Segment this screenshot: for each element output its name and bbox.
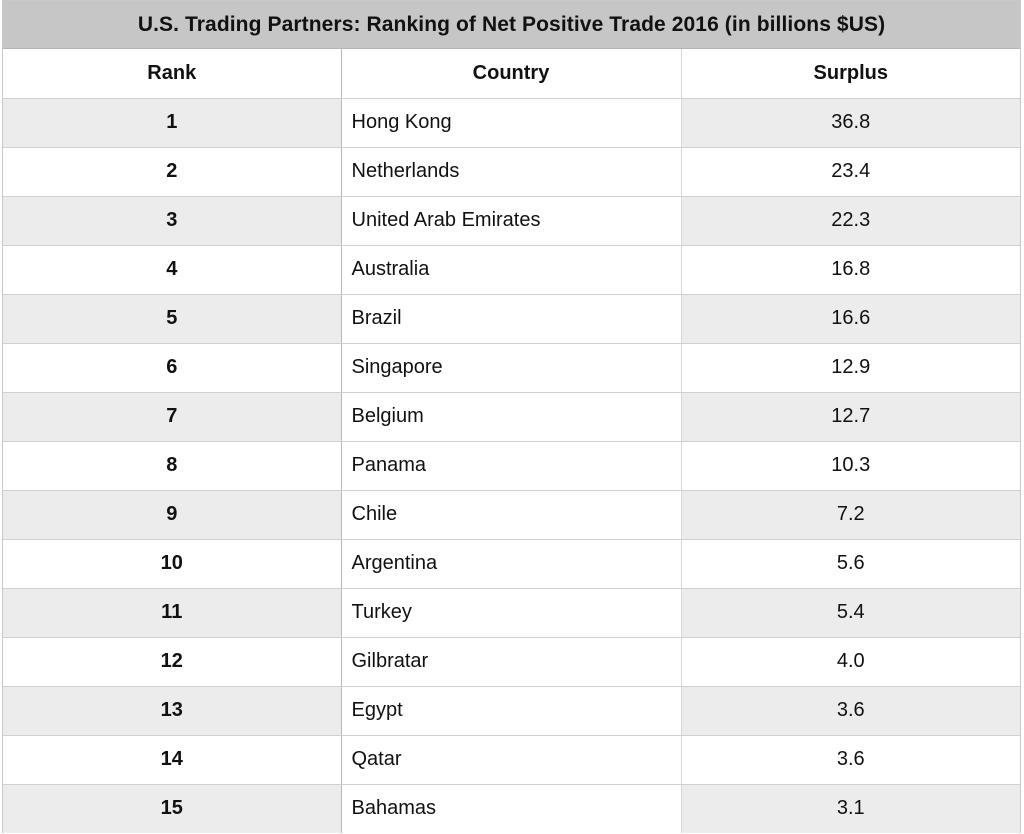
table-row: 12 Gilbratar 4.0 bbox=[3, 637, 1020, 687]
table-row: 15 Bahamas 3.1 bbox=[3, 784, 1020, 833]
table-row: 3 United Arab Emirates 22.3 bbox=[3, 196, 1020, 246]
table-row: 6 Singapore 12.9 bbox=[3, 343, 1020, 393]
rank-cell: 7 bbox=[3, 392, 341, 442]
country-cell: Belgium bbox=[340, 392, 682, 442]
table-row: 8 Panama 10.3 bbox=[3, 441, 1020, 491]
rank-cell: 4 bbox=[3, 245, 341, 295]
rank-cell: 11 bbox=[3, 588, 341, 638]
table-row: 1 Hong Kong 36.8 bbox=[3, 98, 1020, 148]
column-header-rank: Rank bbox=[3, 49, 341, 99]
surplus-cell: 5.6 bbox=[681, 539, 1020, 589]
surplus-cell: 16.6 bbox=[681, 294, 1020, 344]
rank-cell: 13 bbox=[3, 686, 341, 736]
rank-cell: 9 bbox=[3, 490, 341, 540]
table-title: U.S. Trading Partners: Ranking of Net Po… bbox=[3, 1, 1020, 49]
rank-cell: 10 bbox=[3, 539, 341, 589]
header-row: Rank Country Surplus bbox=[3, 49, 1020, 99]
table-header: Rank Country Surplus bbox=[3, 49, 1020, 99]
rank-cell: 12 bbox=[3, 637, 341, 687]
table-row: 4 Australia 16.8 bbox=[3, 245, 1020, 295]
country-cell: Chile bbox=[340, 490, 682, 540]
country-cell: Argentina bbox=[340, 539, 682, 589]
country-cell: United Arab Emirates bbox=[340, 196, 682, 246]
data-table: Rank Country Surplus 1 Hong Kong 36.8 2 Neth… bbox=[3, 49, 1020, 833]
surplus-cell: 7.2 bbox=[681, 490, 1020, 540]
surplus-cell: 16.8 bbox=[681, 245, 1020, 295]
country-cell: Singapore bbox=[340, 343, 682, 393]
surplus-cell: 10.3 bbox=[681, 441, 1020, 491]
rank-cell: 14 bbox=[3, 735, 341, 785]
table-row: 14 Qatar 3.6 bbox=[3, 735, 1020, 785]
country-cell: Qatar bbox=[340, 735, 682, 785]
table-row: 7 Belgium 12.7 bbox=[3, 392, 1020, 442]
surplus-cell: 12.7 bbox=[681, 392, 1020, 442]
surplus-cell: 3.6 bbox=[681, 686, 1020, 736]
rank-cell: 2 bbox=[3, 147, 341, 197]
table-body: 1 Hong Kong 36.8 2 Netherlands 23.4 3 United Ar… bbox=[3, 98, 1020, 833]
table-row: 5 Brazil 16.6 bbox=[3, 294, 1020, 344]
country-cell: Netherlands bbox=[340, 147, 682, 197]
rank-cell: 6 bbox=[3, 343, 341, 393]
rank-cell: 1 bbox=[3, 98, 341, 148]
rank-cell: 3 bbox=[3, 196, 341, 246]
surplus-cell: 3.1 bbox=[681, 784, 1020, 833]
table-row: 10 Argentina 5.6 bbox=[3, 539, 1020, 589]
country-cell: Brazil bbox=[340, 294, 682, 344]
rank-cell: 15 bbox=[3, 784, 341, 833]
surplus-cell: 3.6 bbox=[681, 735, 1020, 785]
surplus-cell: 22.3 bbox=[681, 196, 1020, 246]
surplus-cell: 23.4 bbox=[681, 147, 1020, 197]
country-cell: Australia bbox=[340, 245, 682, 295]
country-cell: Panama bbox=[340, 441, 682, 491]
surplus-cell: 36.8 bbox=[681, 98, 1020, 148]
country-cell: Egypt bbox=[340, 686, 682, 736]
rank-cell: 8 bbox=[3, 441, 341, 491]
column-header-country: Country bbox=[340, 49, 682, 99]
table-row: 2 Netherlands 23.4 bbox=[3, 147, 1020, 197]
table-row: 13 Egypt 3.6 bbox=[3, 686, 1020, 736]
country-cell: Bahamas bbox=[340, 784, 682, 833]
surplus-cell: 5.4 bbox=[681, 588, 1020, 638]
column-header-surplus: Surplus bbox=[681, 49, 1020, 99]
country-cell: Turkey bbox=[340, 588, 682, 638]
surplus-cell: 4.0 bbox=[681, 637, 1020, 687]
country-cell: Hong Kong bbox=[340, 98, 682, 148]
table-row: 9 Chile 7.2 bbox=[3, 490, 1020, 540]
surplus-cell: 12.9 bbox=[681, 343, 1020, 393]
country-cell: Gilbratar bbox=[340, 637, 682, 687]
rank-cell: 5 bbox=[3, 294, 341, 344]
table-row: 11 Turkey 5.4 bbox=[3, 588, 1020, 638]
